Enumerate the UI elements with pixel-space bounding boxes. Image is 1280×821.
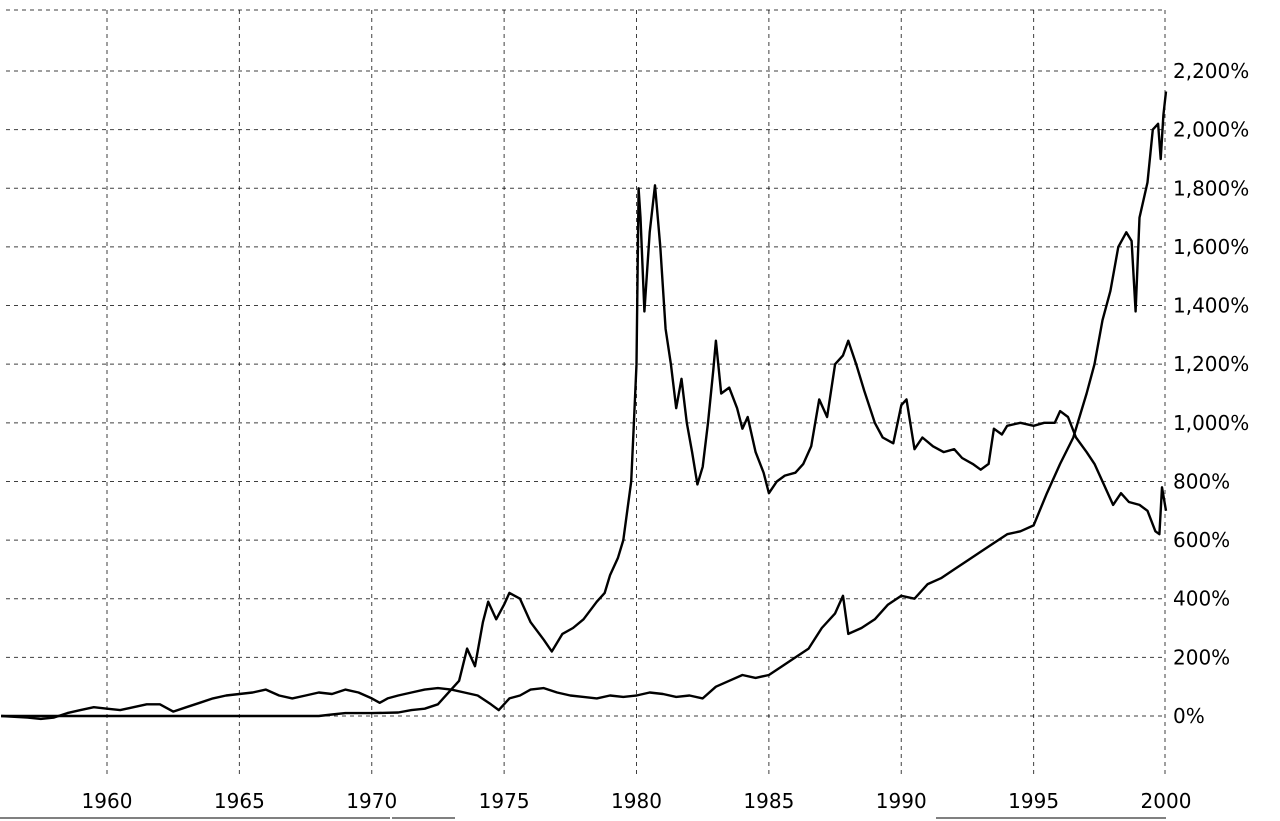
y-tick-label: 1,800% <box>1173 176 1249 200</box>
x-tick-label: 1975 <box>479 789 530 813</box>
x-axis-tick-labels: 1960 1965 1970 1975 1980 1985 1990 1995 2000 <box>82 789 1192 813</box>
y-tick-label: 200% <box>1173 645 1230 669</box>
series-lines <box>1 91 1168 721</box>
x-tick-label: 2000 <box>1141 789 1192 813</box>
y-tick-label: 2,000% <box>1173 118 1249 142</box>
x-tick-label: 1980 <box>611 789 662 813</box>
y-tick-label: 400% <box>1173 587 1230 611</box>
y-tick-label: 2,200% <box>1173 59 1249 83</box>
y-tick-label: 800% <box>1173 469 1230 493</box>
gridlines <box>6 9 1166 775</box>
y-tick-label: 1,200% <box>1173 352 1249 376</box>
series-line-1 <box>1 184 1168 718</box>
x-tick-label: 1990 <box>876 789 927 813</box>
x-tick-label: 1995 <box>1008 789 1059 813</box>
y-tick-label: 1,600% <box>1173 235 1249 259</box>
x-tick-label: 1960 <box>82 789 133 813</box>
x-tick-label: 1970 <box>346 789 397 813</box>
y-tick-label: 0% <box>1173 704 1205 728</box>
y-tick-label: 1,000% <box>1173 411 1249 435</box>
x-tick-label: 1965 <box>214 789 265 813</box>
y-tick-label: 1,400% <box>1173 294 1249 318</box>
y-axis-tick-labels: 0% 200% 400% 600% 800% 1,000% 1,200% 1,400% 1,60… <box>1173 59 1249 728</box>
series-line-2 <box>1 91 1168 721</box>
x-tick-label: 1985 <box>743 789 794 813</box>
y-tick-label: 600% <box>1173 528 1230 552</box>
